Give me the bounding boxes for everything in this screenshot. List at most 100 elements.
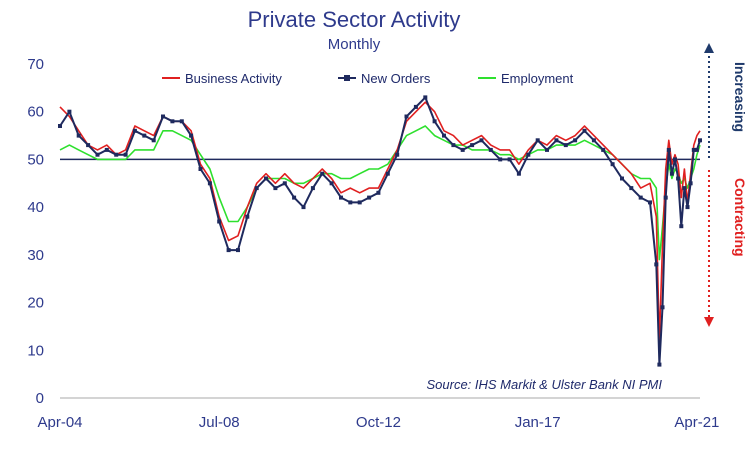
data-point-new-orders [395, 152, 400, 157]
legend-label-business-activity: Business Activity [185, 71, 282, 86]
data-point-new-orders [264, 176, 268, 181]
data-point-new-orders [67, 109, 72, 114]
data-point-new-orders [673, 157, 677, 162]
data-point-new-orders [507, 157, 512, 162]
x-tick-label: Jul-08 [199, 414, 240, 431]
data-point-new-orders [610, 162, 615, 167]
contracting-label: Contracting [732, 178, 748, 257]
data-point-new-orders [685, 205, 690, 210]
data-point-new-orders [76, 133, 81, 138]
y-tick-label: 50 [27, 151, 44, 168]
data-point-new-orders [498, 157, 503, 162]
data-point-new-orders [207, 181, 212, 186]
data-point-new-orders [217, 219, 222, 224]
y-tick-label: 40 [27, 199, 44, 216]
data-point-new-orders [638, 195, 643, 200]
increasing-label: Increasing [732, 62, 748, 132]
data-point-new-orders [563, 143, 568, 148]
side-annotations: Increasing Contracting [704, 43, 748, 327]
y-axis: 0 10 20 30 40 50 60 70 [27, 56, 44, 407]
data-point-new-orders [698, 138, 702, 143]
data-point-new-orders [132, 128, 137, 133]
data-point-new-orders [198, 167, 203, 171]
data-point-new-orders [245, 214, 250, 219]
data-point-new-orders [451, 143, 456, 148]
data-point-new-orders [620, 176, 624, 181]
data-point-new-orders [423, 95, 428, 100]
y-tick-label: 60 [27, 104, 44, 121]
chart-title: Private Sector Activity [248, 7, 461, 32]
data-point-new-orders [669, 171, 674, 176]
series-line-new-orders [59, 96, 701, 366]
data-point-new-orders [236, 248, 240, 253]
data-point-new-orders [170, 119, 175, 124]
data-point-new-orders [516, 171, 521, 176]
y-tick-label: 30 [27, 247, 44, 264]
data-point-new-orders [104, 147, 109, 152]
data-point-new-orders [58, 124, 62, 128]
data-point-new-orders [123, 152, 128, 157]
data-point-new-orders [320, 171, 325, 176]
data-point-new-orders [694, 147, 699, 152]
x-tick-label: Apr-04 [37, 414, 82, 431]
data-point-new-orders [654, 262, 659, 267]
data-point-new-orders [189, 133, 194, 138]
data-point-new-orders [329, 181, 334, 186]
data-point-new-orders [535, 138, 540, 143]
legend: Business Activity New Orders Employment [162, 71, 574, 86]
data-point-new-orders [404, 114, 409, 119]
data-point-new-orders [442, 133, 446, 138]
data-point-new-orders [151, 138, 156, 143]
data-point-new-orders [413, 104, 418, 109]
data-point-new-orders [691, 147, 696, 152]
data-point-new-orders [526, 152, 531, 157]
data-point-new-orders [226, 248, 231, 253]
legend-marker-new-orders [344, 75, 350, 81]
data-point-new-orders [339, 195, 343, 200]
y-tick-label: 70 [27, 56, 44, 73]
data-point-new-orders [688, 181, 693, 186]
data-point-new-orders [432, 119, 437, 124]
legend-label-new-orders: New Orders [361, 71, 431, 86]
data-point-new-orders [95, 152, 100, 157]
series-line-employment [59, 125, 701, 261]
legend-label-employment: Employment [501, 71, 574, 86]
data-point-new-orders [545, 147, 549, 152]
data-point-new-orders [310, 186, 315, 191]
data-point-new-orders [385, 171, 390, 176]
x-axis: Apr-04 Jul-08 Oct-12 Jan-17 Apr-21 [37, 414, 719, 431]
data-point-new-orders [142, 133, 147, 138]
y-tick-label: 0 [36, 390, 44, 407]
data-point-new-orders [273, 186, 278, 191]
data-point-new-orders [254, 186, 259, 191]
data-point-new-orders [601, 147, 606, 152]
data-point-new-orders [470, 143, 475, 148]
data-point-new-orders [301, 205, 306, 210]
contracting-arrowhead [704, 317, 714, 327]
data-point-new-orders [179, 119, 184, 124]
data-point-new-orders [679, 224, 684, 229]
y-tick-label: 10 [27, 342, 44, 359]
data-point-new-orders [282, 181, 287, 186]
data-point-new-orders [629, 186, 634, 191]
y-tick-label: 20 [27, 295, 44, 312]
data-point-new-orders [666, 147, 671, 152]
data-point-new-orders [114, 152, 119, 157]
data-point-new-orders [357, 200, 362, 205]
data-point-new-orders [86, 143, 91, 148]
data-point-new-orders [554, 138, 559, 143]
source-note: Source: IHS Markit & Ulster Bank NI PMI [426, 377, 662, 392]
data-point-new-orders [367, 195, 372, 200]
data-point-new-orders [682, 186, 687, 191]
x-tick-label: Jan-17 [515, 414, 561, 431]
series-layer [58, 95, 702, 367]
data-point-new-orders [348, 200, 353, 205]
data-point-new-orders [657, 362, 662, 367]
data-point-new-orders [648, 200, 652, 205]
increasing-arrowhead [704, 43, 714, 53]
data-point-new-orders [376, 190, 381, 195]
data-point-new-orders [573, 138, 578, 143]
data-point-new-orders [676, 176, 681, 181]
series-line-business-activity [59, 101, 701, 342]
